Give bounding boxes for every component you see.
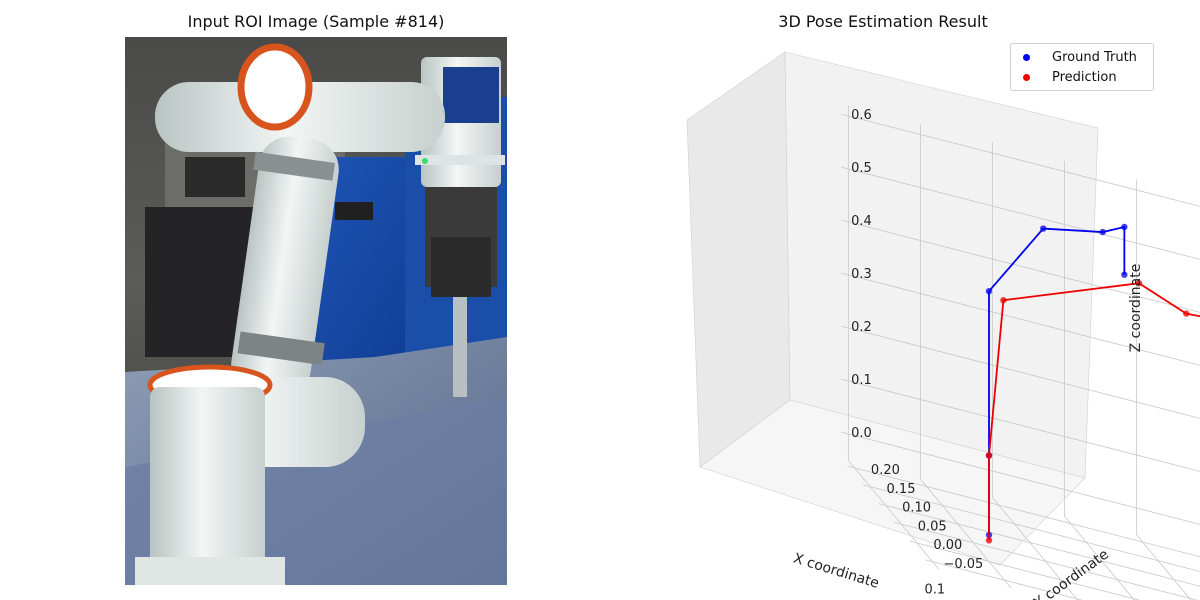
x-gridline: [1135, 179, 1192, 600]
series-1-point-1: [985, 452, 993, 459]
z-gridline: [841, 378, 1200, 472]
series-0-point-3: [1040, 225, 1047, 232]
series-0-point-6: [1121, 271, 1128, 278]
z-axis-label: Z coordinate: [1128, 264, 1144, 353]
y-gridline: [878, 503, 1200, 587]
y-gridline: [925, 559, 1084, 600]
series-0-point-5: [1121, 223, 1128, 231]
prediction-marker-icon: [1023, 73, 1030, 81]
y-gridline: [847, 465, 1200, 558]
y-gridline: [894, 522, 1198, 600]
x-gridline: [1063, 160, 1135, 600]
chart-title: 3D Pose Estimation Result: [778, 12, 988, 31]
image-panel-title: Input ROI Image (Sample #814): [187, 12, 445, 31]
legend-item-prediction: Prediction: [1023, 68, 1117, 86]
z-tick-label: 0.1: [851, 373, 872, 388]
z-tick-label: 0.2: [851, 320, 872, 335]
x-tick-label: 0.1: [924, 582, 945, 597]
x-gridline: [991, 142, 1079, 600]
legend-label-ground-truth: Ground Truth: [1052, 49, 1137, 65]
series-1-point-4: [1183, 310, 1190, 317]
legend-label-prediction: Prediction: [1052, 69, 1117, 85]
z-gridline: [841, 272, 1200, 366]
chart-legend: Ground Truth Prediction: [1010, 43, 1154, 91]
y-tick-label: 0.20: [871, 463, 900, 478]
y-tick-label: 0.00: [933, 538, 962, 553]
y-tick-label: 0.05: [918, 519, 947, 534]
series-1-point-2: [1000, 297, 1007, 304]
z-tick-label: 0.0: [851, 426, 872, 441]
y-gridline: [909, 540, 1141, 600]
z-tick-label: 0.5: [851, 161, 872, 176]
x-axis-label: X coordinate: [791, 551, 881, 592]
z-gridline: [841, 113, 1200, 207]
series-0-point-2: [985, 288, 993, 295]
z-tick-label: 0.4: [851, 214, 872, 229]
z-gridline: [841, 219, 1200, 313]
ground-truth-marker-icon: [1023, 53, 1030, 61]
z-tick-label: 0.3: [851, 267, 872, 282]
x-gridline: [919, 123, 1012, 589]
z-gridline: [841, 431, 1200, 525]
robot-arm-photo: [125, 37, 507, 585]
legend-item-ground-truth: Ground Truth: [1023, 48, 1137, 66]
y-tick-label: −0.05: [943, 557, 983, 572]
z-gridline: [841, 325, 1200, 419]
y-tick-label: 0.15: [887, 482, 916, 497]
z-gridline: [841, 166, 1200, 260]
series-1-point-3: [1135, 280, 1143, 287]
series-0-point-4: [1099, 228, 1106, 236]
x-gridline: [847, 105, 940, 570]
y-gridline: [862, 484, 1200, 572]
z-tick-label: 0.6: [851, 108, 872, 123]
series-1-point-0: [985, 537, 993, 544]
y-tick-label: 0.10: [902, 501, 931, 516]
